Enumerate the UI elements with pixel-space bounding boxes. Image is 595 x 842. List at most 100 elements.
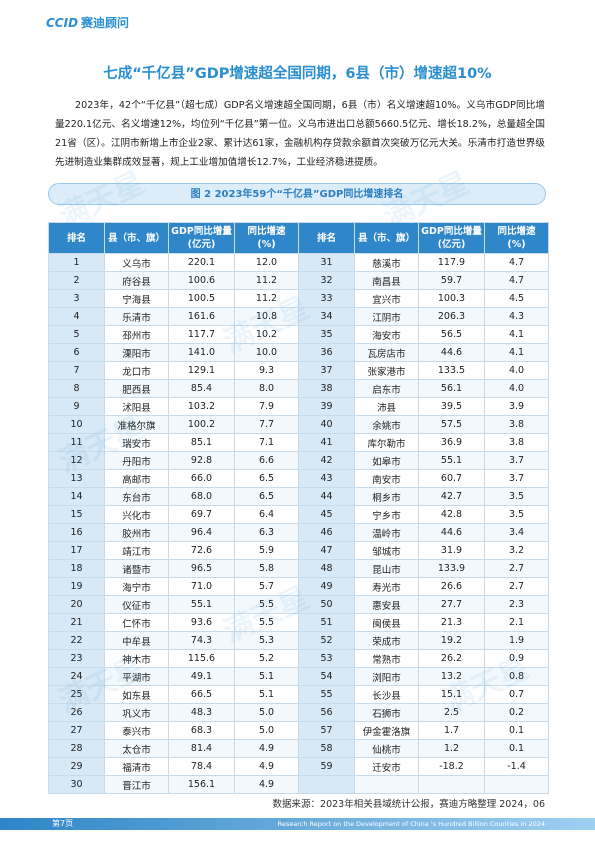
brand: 赛迪顾问 [81, 16, 130, 30]
footer-english: Research Report on the Development of Ch… [277, 820, 545, 828]
header-cell: 排名 [298, 222, 355, 254]
rank-cell: 55 [298, 685, 355, 704]
cell: 3.2 [484, 541, 549, 560]
rank-cell: 33 [298, 289, 355, 308]
cell: 5.5 [234, 595, 299, 614]
cell: 长沙县 [354, 685, 419, 704]
row: 7 龙口市 129.1 9.3 37 张家港市 133.5 4.0 [48, 361, 549, 380]
cell: 邳州市 [104, 325, 169, 344]
cell: 宁海县 [104, 289, 169, 308]
rank-cell: 14 [48, 487, 105, 506]
row: 2 府谷县 100.6 11.2 32 南昌县 59.7 4.7 [48, 271, 549, 290]
cell: 6.5 [234, 469, 299, 488]
table-caption: 图 2 2023年59个“千亿县”GDP同比增速排名 [48, 183, 546, 205]
cell: 仁怀市 [104, 613, 169, 632]
cell: 13.2 [418, 667, 485, 686]
cell: -1.4 [484, 757, 549, 776]
rank-cell: 25 [48, 685, 105, 704]
row: 8 肥西县 85.4 8.0 38 启东市 56.1 4.0 [48, 379, 549, 398]
cell: 5.7 [234, 577, 299, 596]
cell: 3.5 [484, 487, 549, 506]
cell: 瑞安市 [104, 433, 169, 452]
rank-cell: 31 [298, 253, 355, 272]
rank-cell: 57 [298, 721, 355, 740]
header-cell: 同比增速 (%) [484, 222, 549, 254]
cell: 邹城市 [354, 541, 419, 560]
cell: 60.7 [418, 469, 485, 488]
cell: 100.2 [168, 415, 235, 434]
cell: 伊金霍洛旗 [354, 721, 419, 740]
rank-cell: 37 [298, 361, 355, 380]
rank-cell: 20 [48, 595, 105, 614]
rank-cell: 43 [298, 469, 355, 488]
cell: 乐清市 [104, 307, 169, 326]
paragraph: 2023年，42个“千亿县”（超七成）GDP名义增速超全国同期，6县（市）名义增… [55, 100, 545, 168]
row: 22 中牟县 74.3 5.3 52 荣成市 19.2 1.9 [48, 631, 549, 650]
rank-cell: 54 [298, 667, 355, 686]
cell: 宁乡市 [354, 505, 419, 524]
cell: 巩义市 [104, 703, 169, 722]
cell: -18.2 [418, 757, 485, 776]
rank-cell: 2 [48, 271, 105, 290]
cell: 溧阳市 [104, 343, 169, 362]
header-cell: 县（市、旗） [354, 222, 419, 254]
rank-cell: 28 [48, 739, 105, 758]
row: 27 泰兴市 68.3 5.0 57 伊金霍洛旗 1.7 0.1 [48, 721, 549, 740]
rank-cell: 27 [48, 721, 105, 740]
cell: 2.7 [484, 559, 549, 578]
cell: 103.2 [168, 397, 235, 416]
cell: 6.3 [234, 523, 299, 542]
rank-cell: 11 [48, 433, 105, 452]
cell: 4.0 [484, 361, 549, 380]
cell: 0.9 [484, 649, 549, 668]
cell: 8.0 [234, 379, 299, 398]
cell: 5.8 [234, 559, 299, 578]
row: 20 仪征市 55.1 5.5 50 惠安县 27.7 2.3 [48, 595, 549, 614]
cell: 36.9 [418, 433, 485, 452]
rank-cell: 16 [48, 523, 105, 542]
row: 24 平湖市 49.1 5.1 54 浏阳市 13.2 0.8 [48, 667, 549, 686]
row: 3 宁海县 100.5 11.2 33 宜兴市 100.3 4.5 [48, 289, 549, 308]
source: 数据来源：2023年相关县域统计公报，赛迪方略整理 2024，06 [272, 799, 545, 810]
cell: 启东市 [354, 379, 419, 398]
cell: 库尔勒市 [354, 433, 419, 452]
cell: 5.1 [234, 667, 299, 686]
row: 29 福清市 78.4 4.9 59 迁安市 -18.2 -1.4 [48, 757, 549, 776]
cell: 7.9 [234, 397, 299, 416]
cell: 81.4 [168, 739, 235, 758]
cell: 71.0 [168, 577, 235, 596]
rank-cell: 41 [298, 433, 355, 452]
cell: 仙桃市 [354, 739, 419, 758]
cell: 2.7 [484, 577, 549, 596]
row: 17 靖江市 72.6 5.9 47 邹城市 31.9 3.2 [48, 541, 549, 560]
rank-cell: 17 [48, 541, 105, 560]
header-text: 县（市、旗） [107, 232, 165, 244]
rank-cell: 48 [298, 559, 355, 578]
cell: 太仓市 [104, 739, 169, 758]
cell: 92.8 [168, 451, 235, 470]
cell: 4.9 [234, 775, 299, 794]
rank-cell: 12 [48, 451, 105, 470]
cell: 2.5 [418, 703, 485, 722]
cell: 100.3 [418, 289, 485, 308]
cell: 张家港市 [354, 361, 419, 380]
cell: 3.7 [484, 451, 549, 470]
cell: 156.1 [168, 775, 235, 794]
rank-cell: 19 [48, 577, 105, 596]
cell: 慈溪市 [354, 253, 419, 272]
row: 28 太仓市 81.4 4.9 58 仙桃市 1.2 0.1 [48, 739, 549, 758]
cell: 肥西县 [104, 379, 169, 398]
rank-cell: 47 [298, 541, 355, 560]
cell: 3.7 [484, 469, 549, 488]
cell: 78.4 [168, 757, 235, 776]
header-cell: GDP同比增量 (亿元) [168, 222, 235, 254]
row: 16 胶州市 96.4 6.3 46 温岭市 44.6 3.4 [48, 523, 549, 542]
cell: 26.6 [418, 577, 485, 596]
cell: 仪征市 [104, 595, 169, 614]
cell: 3.8 [484, 433, 549, 452]
cell: 4.9 [234, 757, 299, 776]
cell: 55.1 [168, 595, 235, 614]
rank-cell: 6 [48, 343, 105, 362]
cell: 11.2 [234, 271, 299, 290]
cell: 129.1 [168, 361, 235, 380]
